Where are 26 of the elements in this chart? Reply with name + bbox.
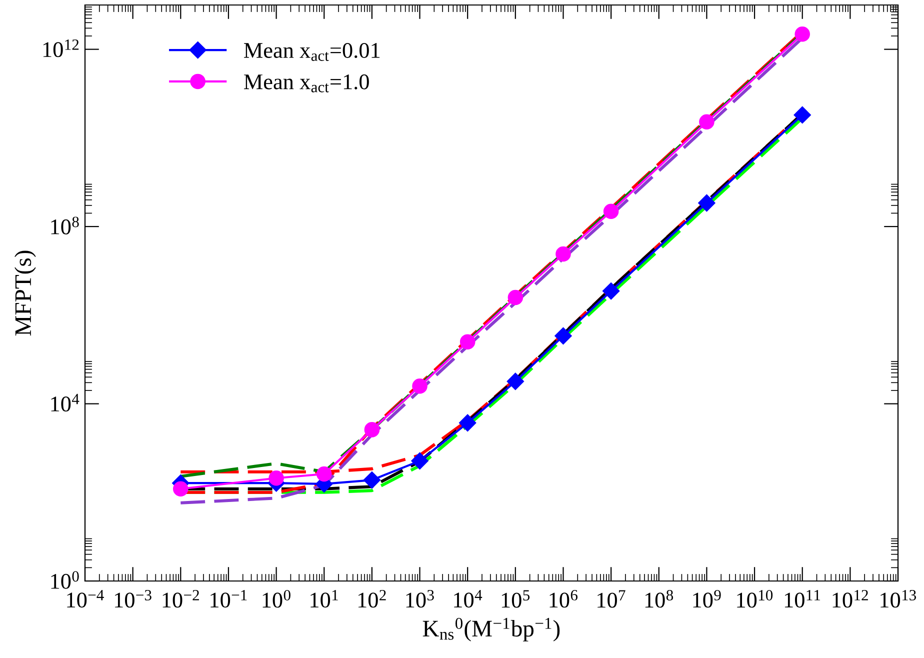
x-tick-label: 10$^{4}$ [454,590,482,608]
x-tick-label: 10$^{6}$ [550,590,578,608]
x-tick-label: 10$^{1}$ [310,590,338,608]
legend-label: Mean x$_{act}$=1.0 [244,74,369,92]
x-tick-label: 10$^{9}$ [693,590,721,608]
x-tick-label: 10$^{−3}$ [115,590,152,608]
x-tick-label: 10$^{7}$ [598,590,626,608]
x-tick-label: 10$^{8}$ [645,590,674,608]
x-tick-label: 10$^{−4}$ [67,590,104,608]
x-tick-label: 10$^{12}$ [832,590,868,608]
x-tick-label: 10$^{3}$ [406,590,434,608]
x-tick-label: 10$^{5}$ [502,590,530,608]
legend-label: Mean x$_{act}$=0.01 [244,42,380,61]
x-tick-label: 10$^{11}$ [784,590,820,608]
y-tick-label: 10$^{4}$ [51,394,80,412]
x-axis-title: K$_{ns}$$^{0}$(M$^{−1}$bp$^{−1}$) [422,618,560,642]
x-tick-label: 10$^{−1}$ [210,590,247,608]
y-tick-label: 10$^{0}$ [51,571,79,589]
x-tick-label: 10$^{−2}$ [162,590,199,608]
x-tick-label: 10$^{10}$ [737,590,773,608]
x-tick-label: 10$^{0}$ [262,590,290,608]
x-tick-label: 10$^{2}$ [358,590,386,608]
y-axis-title: MFPT(s) [14,250,36,336]
x-tick-label: 10$^{13}$ [880,590,916,608]
y-tick-label: 10$^{12}$ [43,39,79,58]
y-tick-label: 10$^{8}$ [51,216,79,234]
